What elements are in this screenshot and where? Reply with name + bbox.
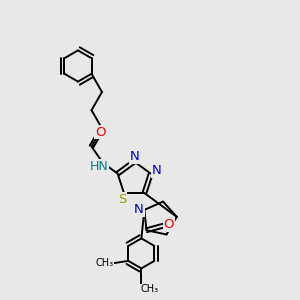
Text: O: O xyxy=(95,125,106,139)
Text: N: N xyxy=(152,164,162,177)
Text: S: S xyxy=(118,193,127,206)
Text: N: N xyxy=(134,203,144,216)
Text: O: O xyxy=(164,218,174,231)
Text: N: N xyxy=(129,150,139,163)
Text: HN: HN xyxy=(90,160,109,172)
Text: CH₃: CH₃ xyxy=(95,258,113,268)
Text: CH₃: CH₃ xyxy=(141,284,159,294)
